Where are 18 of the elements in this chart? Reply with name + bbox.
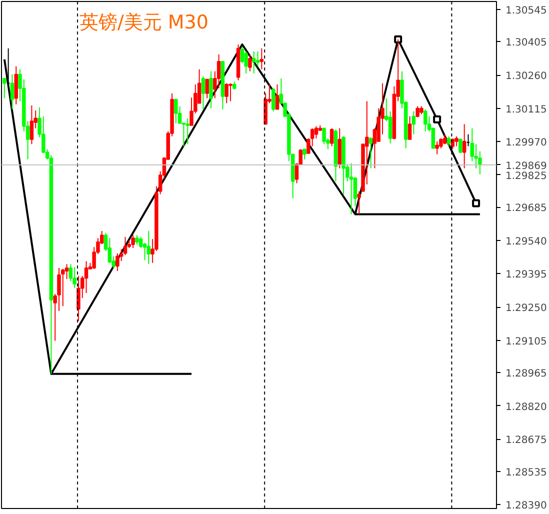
y-tick-label: 1.29250 [506, 303, 547, 314]
y-tick-label: 1.28965 [506, 368, 547, 380]
y-tick-label: 1.29540 [506, 236, 547, 248]
y-tick-label: 1.30115 [506, 104, 547, 116]
y-tick-label: 1.28675 [506, 435, 547, 446]
y-tick-label: 1.30545 [506, 6, 547, 17]
y-tick-label: 1.29825 [506, 170, 547, 182]
y-tick-label: 1.30405 [506, 38, 547, 49]
ref-line-label: 1.29869 [506, 160, 547, 172]
text: 英镑/美元 M30 [79, 12, 208, 34]
y-tick-label: 1.29395 [506, 270, 547, 281]
y-tick-label: 1.28820 [506, 402, 547, 413]
y-tick-label: 1.28535 [506, 467, 547, 478]
y-tick-label: 1.30260 [506, 71, 547, 82]
y-tick-label: 1.29105 [506, 336, 547, 348]
y-tick-label: 1.29970 [506, 138, 547, 149]
y-tick-label: 1.29685 [506, 203, 547, 214]
y-tick-label: 1.28390 [506, 500, 547, 512]
